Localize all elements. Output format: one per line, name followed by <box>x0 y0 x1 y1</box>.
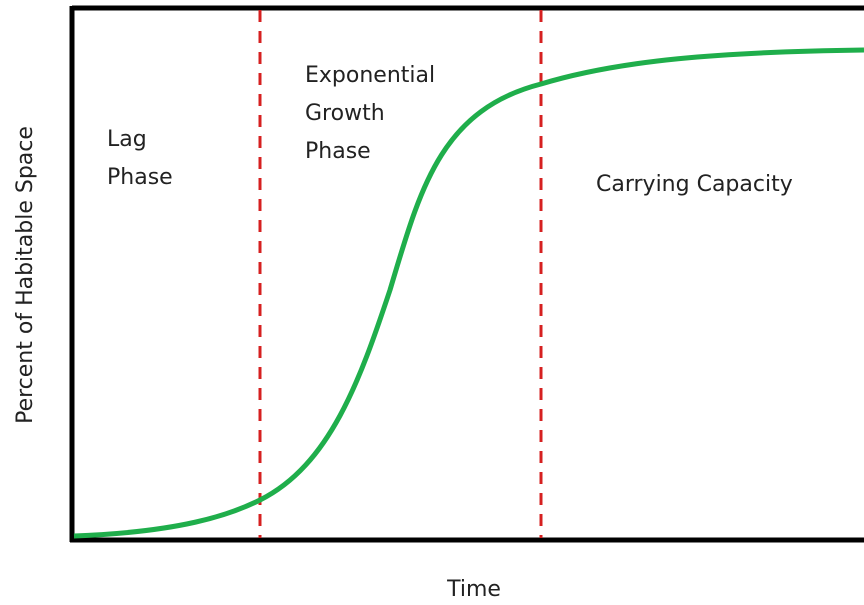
phase-label: Lag <box>107 127 147 152</box>
phase-label: Phase <box>107 165 173 190</box>
growth-curve <box>73 47 864 539</box>
phase-label: Carrying Capacity <box>596 172 793 197</box>
phase-label: Exponential <box>305 63 435 88</box>
phase-label: Growth <box>305 101 385 126</box>
x-axis-label: Time <box>446 577 501 602</box>
y-axis-label: Percent of Habitable Space <box>13 126 38 424</box>
phase-label: Phase <box>305 139 371 164</box>
